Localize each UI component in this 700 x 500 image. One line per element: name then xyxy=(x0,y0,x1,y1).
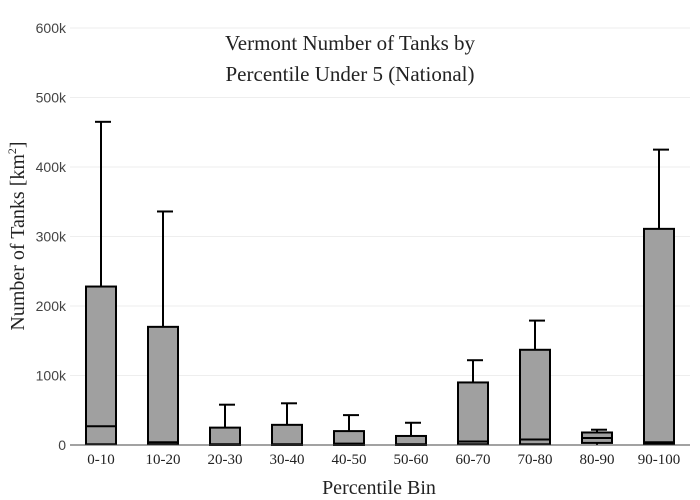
iqr-box xyxy=(271,423,303,447)
y-tick-label: 200k xyxy=(36,298,67,314)
iqr-box xyxy=(147,325,179,446)
box-60-70 xyxy=(457,359,489,446)
x-axis-ticks: 0-10 10-20 20-30 30-40 40-50 50-60 60-70 70-80 8… xyxy=(87,452,680,468)
box-70-80 xyxy=(519,319,551,446)
box-80-90 xyxy=(581,428,613,445)
x-tick-label: 30-40 xyxy=(270,452,305,468)
gridlines xyxy=(70,27,690,376)
chart-title-line-1: Vermont Number of Tanks by xyxy=(225,31,476,55)
box-20-30 xyxy=(209,403,241,446)
boxes xyxy=(85,120,675,447)
x-tick-label: 40-50 xyxy=(332,452,367,468)
iqr-box xyxy=(457,381,489,446)
box-90-100 xyxy=(643,148,675,445)
x-tick-label: 0-10 xyxy=(87,452,115,468)
y-tick-label: 600k xyxy=(36,20,67,36)
y-axis-title-tail: ] xyxy=(7,141,29,148)
y-axis-title-main: Number of Tanks [km xyxy=(7,154,29,331)
chart-title-line-2: Percentile Under 5 (National) xyxy=(226,62,475,86)
y-axis-title-superscript: 2 xyxy=(5,148,19,154)
x-axis-title: Percentile Bin xyxy=(322,477,436,499)
box-0-10 xyxy=(85,120,117,446)
box-30-40 xyxy=(271,402,303,447)
y-axis-ticks: 0 100k 200k 300k 400k 500k 600k xyxy=(36,20,67,453)
iqr-box xyxy=(209,426,241,446)
x-tick-label: 60-70 xyxy=(456,452,491,468)
y-tick-label: 100k xyxy=(36,368,67,384)
box-40-50 xyxy=(333,414,365,447)
y-tick-label: 0 xyxy=(58,437,66,453)
iqr-box xyxy=(519,348,551,446)
y-tick-label: 300k xyxy=(36,229,67,245)
x-tick-label: 50-60 xyxy=(394,452,429,468)
iqr-box xyxy=(643,227,675,445)
box-10-20 xyxy=(147,210,179,446)
y-tick-label: 500k xyxy=(36,90,67,106)
x-tick-label: 80-90 xyxy=(580,452,615,468)
iqr-box xyxy=(85,285,117,446)
x-tick-label: 70-80 xyxy=(518,452,553,468)
box-50-60 xyxy=(395,421,427,446)
x-tick-label: 20-30 xyxy=(208,452,243,468)
x-tick-label: 90-100 xyxy=(638,452,681,468)
y-axis-title: Number of Tanks [km2] xyxy=(5,141,29,330)
x-tick-label: 10-20 xyxy=(146,452,181,468)
y-tick-label: 400k xyxy=(36,159,67,175)
